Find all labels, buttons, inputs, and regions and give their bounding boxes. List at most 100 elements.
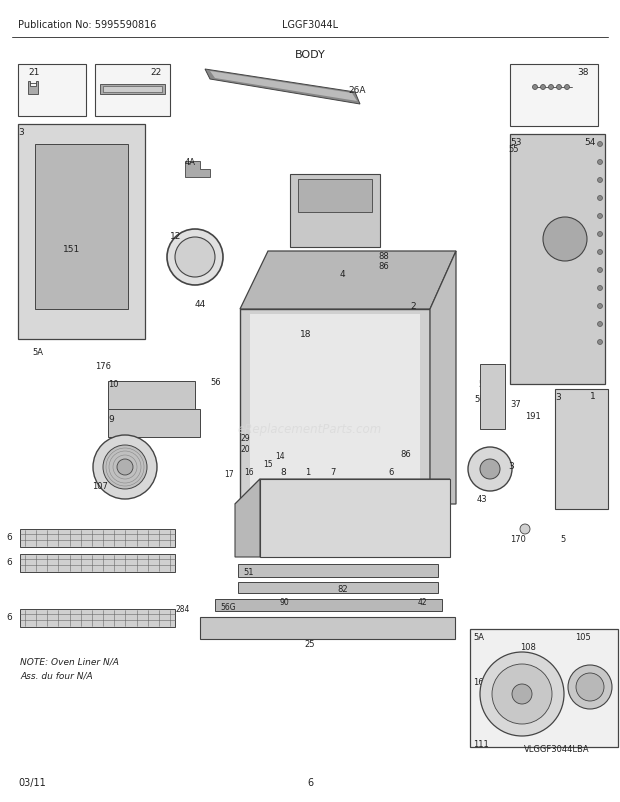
- Circle shape: [480, 460, 500, 480]
- Polygon shape: [298, 180, 372, 213]
- Polygon shape: [108, 410, 200, 437]
- Text: 176: 176: [95, 362, 111, 371]
- Text: 57: 57: [478, 379, 489, 388]
- Circle shape: [598, 178, 603, 184]
- Text: 5: 5: [560, 534, 565, 543]
- Text: 56G: 56G: [220, 602, 236, 611]
- Polygon shape: [35, 145, 128, 310]
- Polygon shape: [240, 252, 456, 310]
- Circle shape: [598, 268, 603, 273]
- Text: 42: 42: [418, 597, 428, 606]
- Circle shape: [512, 684, 532, 704]
- Text: 3: 3: [18, 128, 24, 137]
- Circle shape: [598, 142, 603, 148]
- Circle shape: [598, 233, 603, 237]
- Circle shape: [520, 525, 530, 534]
- Text: 56: 56: [210, 378, 221, 387]
- Text: eReplacementParts.com: eReplacementParts.com: [238, 423, 382, 436]
- Text: 3: 3: [508, 461, 514, 471]
- Circle shape: [543, 217, 587, 261]
- Bar: [95, 65, 170, 117]
- Circle shape: [568, 665, 612, 709]
- Circle shape: [598, 322, 603, 327]
- Text: 58A: 58A: [258, 272, 276, 281]
- Bar: [18, 65, 86, 117]
- Text: 14: 14: [275, 452, 285, 460]
- Text: 107: 107: [92, 481, 108, 490]
- Text: 6: 6: [307, 777, 313, 787]
- Text: 03/11: 03/11: [18, 777, 46, 787]
- Circle shape: [549, 85, 554, 91]
- Text: 55: 55: [508, 145, 518, 154]
- Text: 3: 3: [555, 392, 560, 402]
- Text: 82: 82: [338, 585, 348, 593]
- Text: 191: 191: [525, 411, 541, 420]
- Polygon shape: [235, 480, 260, 557]
- Text: 17: 17: [224, 469, 234, 479]
- Polygon shape: [290, 175, 380, 248]
- Circle shape: [598, 286, 603, 291]
- Text: 9: 9: [108, 415, 113, 423]
- Circle shape: [564, 85, 570, 91]
- Text: 6: 6: [6, 533, 12, 542]
- Text: 20: 20: [241, 444, 250, 453]
- Polygon shape: [260, 480, 450, 557]
- Text: 18: 18: [300, 330, 311, 338]
- Circle shape: [480, 652, 564, 736]
- Text: 4A: 4A: [185, 158, 196, 167]
- Polygon shape: [200, 618, 455, 639]
- Text: 38: 38: [577, 68, 589, 77]
- Text: Ass. du four N/A: Ass. du four N/A: [20, 671, 92, 680]
- Text: 100: 100: [525, 695, 541, 703]
- Text: LGGF3044L: LGGF3044L: [282, 20, 338, 30]
- Text: 15: 15: [263, 460, 273, 468]
- Text: 88: 88: [378, 252, 389, 261]
- Text: 50R: 50R: [474, 395, 490, 403]
- Text: 7: 7: [330, 468, 335, 476]
- Circle shape: [598, 304, 603, 309]
- Polygon shape: [215, 599, 442, 611]
- Polygon shape: [250, 314, 420, 497]
- Text: 4: 4: [340, 269, 345, 278]
- Text: VLGGF3044LBA: VLGGF3044LBA: [525, 744, 590, 753]
- Text: 43: 43: [477, 494, 487, 504]
- Text: 86: 86: [378, 261, 389, 270]
- Polygon shape: [238, 565, 438, 577]
- Polygon shape: [100, 85, 165, 95]
- Polygon shape: [430, 252, 456, 504]
- Circle shape: [175, 237, 215, 277]
- Text: 1: 1: [305, 468, 310, 476]
- Text: 5A: 5A: [473, 632, 484, 642]
- Polygon shape: [238, 582, 438, 593]
- Text: 1: 1: [590, 391, 596, 400]
- Bar: [470, 630, 618, 747]
- Text: 29: 29: [241, 433, 250, 443]
- Circle shape: [468, 448, 512, 492]
- Circle shape: [598, 340, 603, 345]
- Circle shape: [598, 250, 603, 255]
- Text: 54: 54: [585, 138, 596, 147]
- Polygon shape: [185, 162, 210, 178]
- Text: 108: 108: [520, 642, 536, 651]
- Text: 105: 105: [575, 632, 591, 642]
- Circle shape: [598, 160, 603, 165]
- Polygon shape: [235, 480, 450, 504]
- Polygon shape: [103, 87, 162, 93]
- Text: 36: 36: [334, 178, 346, 187]
- Text: 5A: 5A: [32, 347, 43, 357]
- Text: 6: 6: [6, 613, 12, 622]
- Circle shape: [557, 85, 562, 91]
- Text: BODY: BODY: [294, 50, 326, 60]
- Text: 111: 111: [473, 739, 489, 748]
- Text: 170: 170: [510, 534, 526, 543]
- Text: 8: 8: [280, 468, 286, 476]
- Polygon shape: [28, 82, 38, 95]
- Circle shape: [492, 664, 552, 724]
- Text: NOTE: Oven Liner N/A: NOTE: Oven Liner N/A: [20, 657, 119, 666]
- Polygon shape: [240, 435, 262, 461]
- Polygon shape: [20, 529, 175, 547]
- Text: 6: 6: [388, 468, 393, 476]
- Text: 169: 169: [473, 677, 489, 687]
- Text: 53: 53: [510, 138, 521, 147]
- Text: 35: 35: [320, 229, 332, 239]
